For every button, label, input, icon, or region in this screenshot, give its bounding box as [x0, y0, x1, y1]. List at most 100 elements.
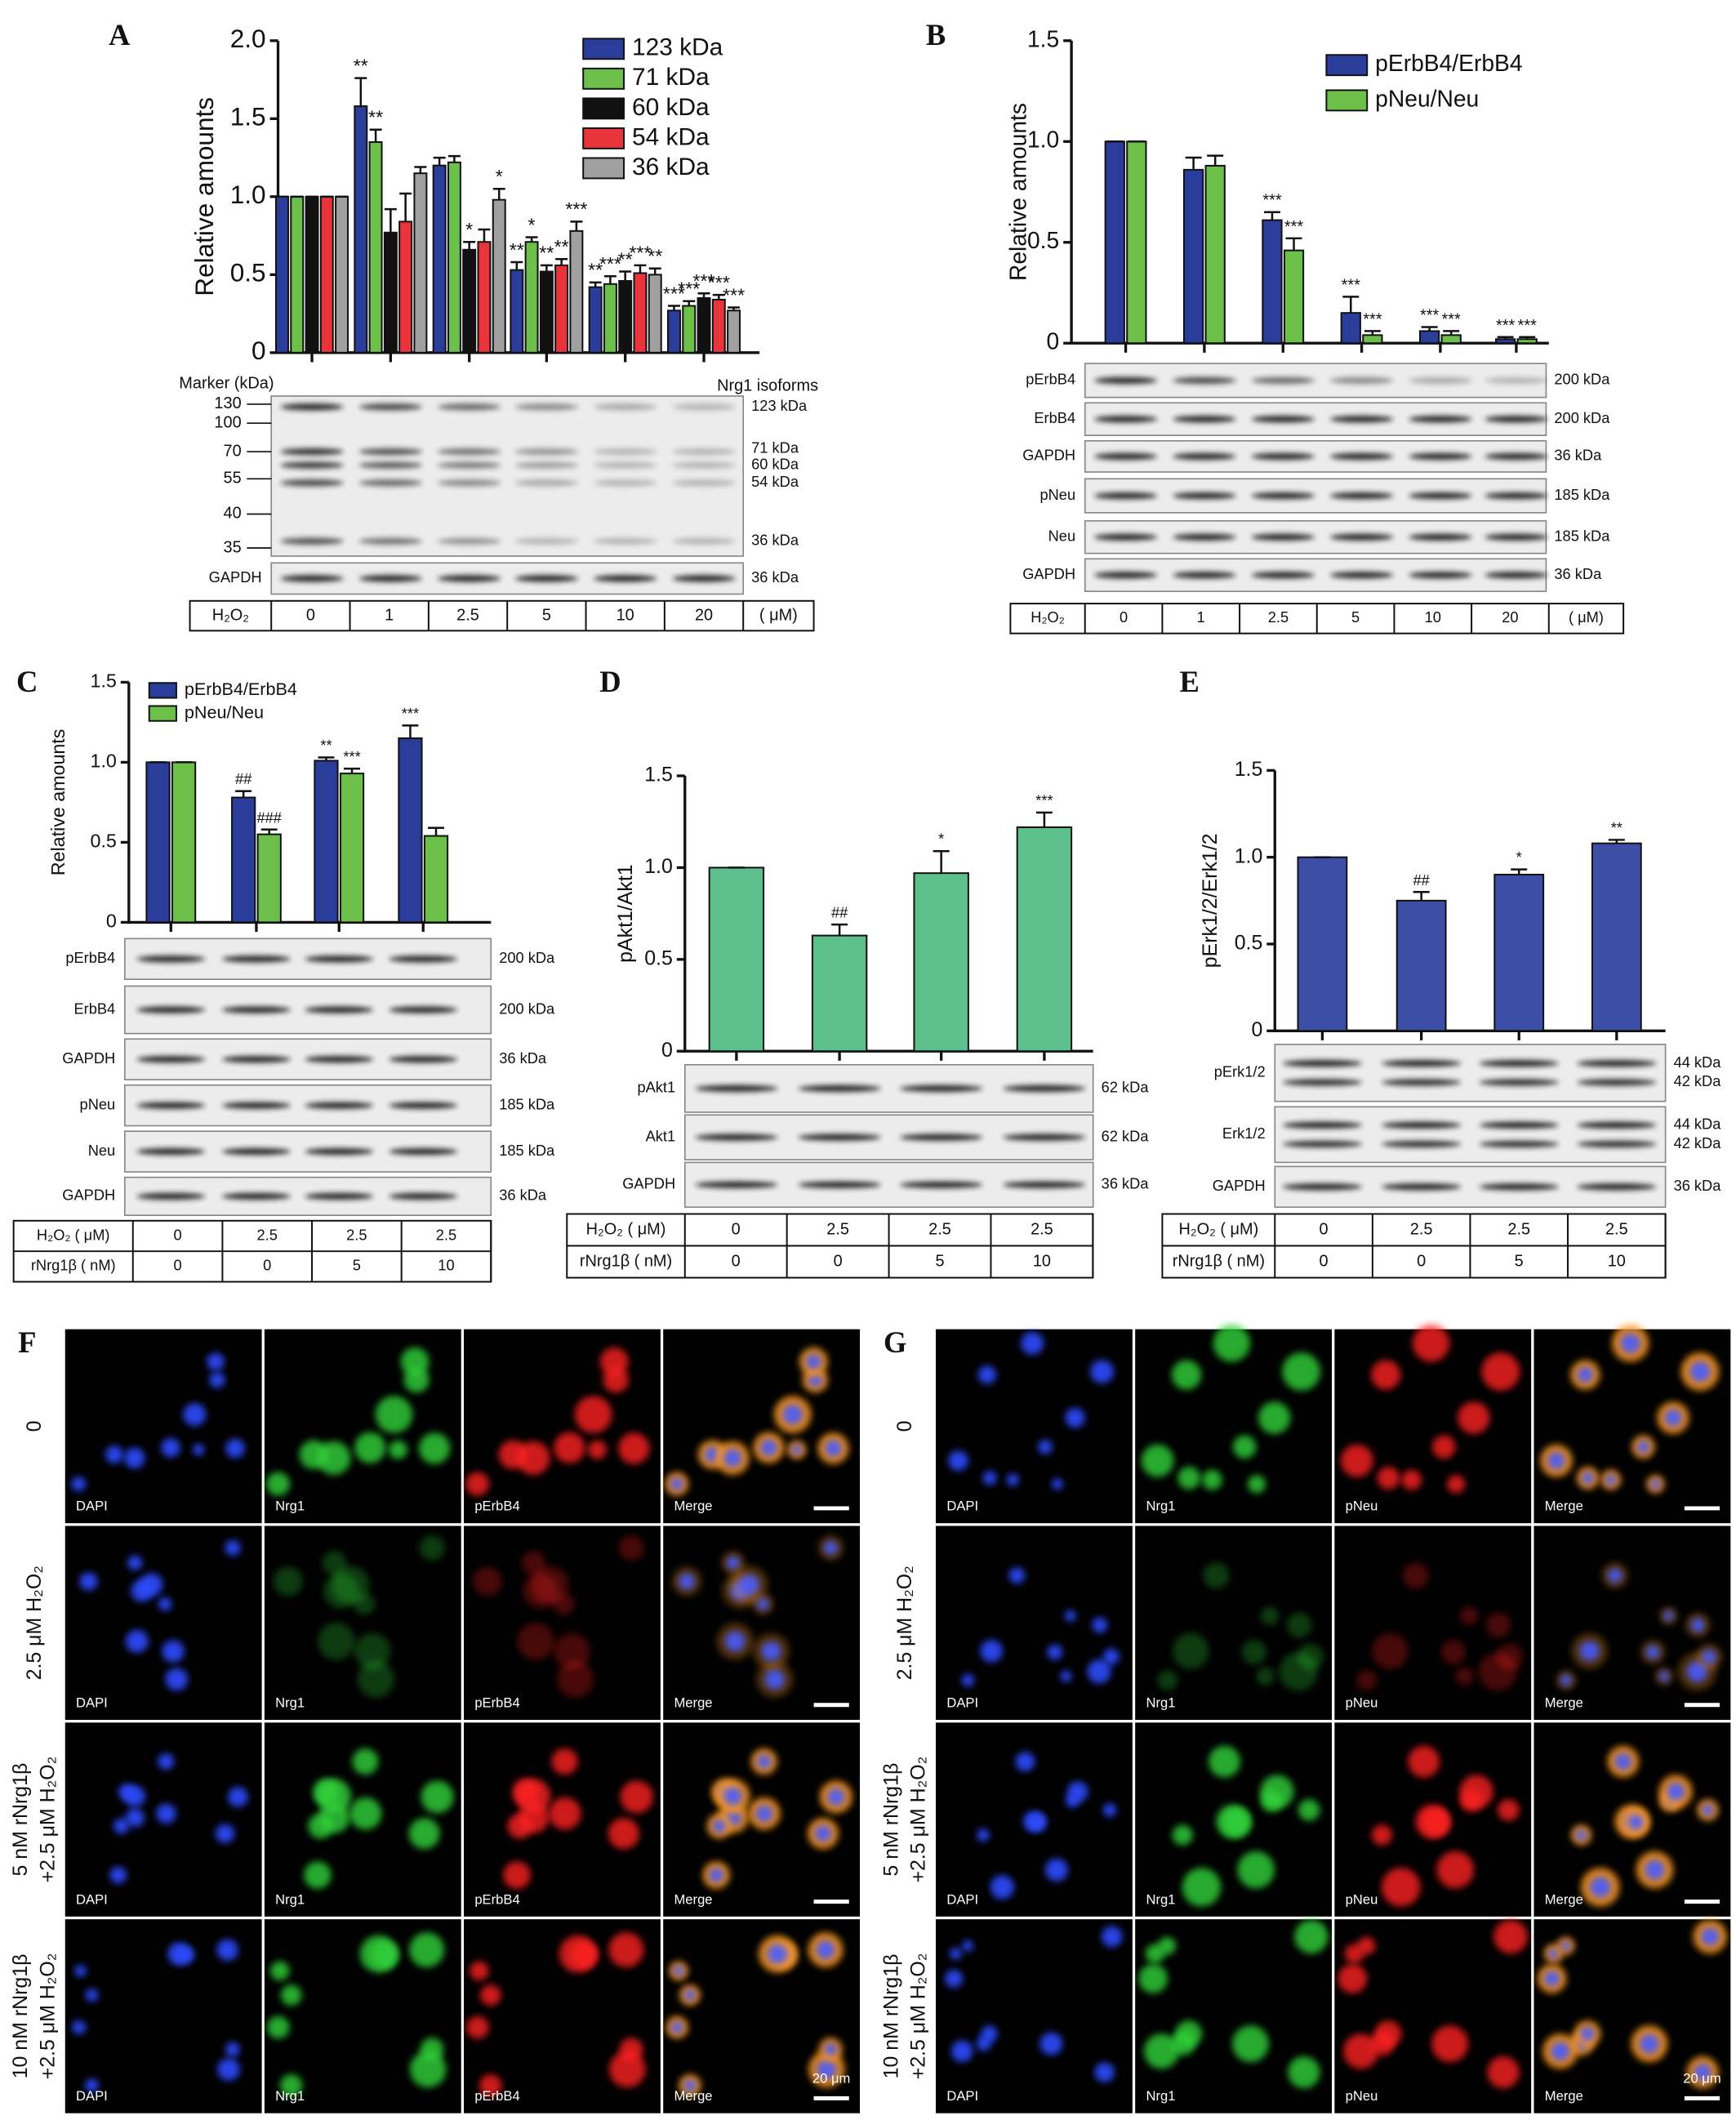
- cell: [161, 1438, 180, 1458]
- cell: [317, 1779, 352, 1814]
- cell: [225, 1438, 245, 1459]
- blot-size: 36 kDa: [1102, 1175, 1150, 1192]
- cell: [531, 1566, 569, 1604]
- error-bar: [492, 188, 505, 200]
- cell: [1412, 1325, 1450, 1362]
- legend-label: 123 kDa: [632, 34, 723, 61]
- cell: [409, 1932, 445, 1968]
- error-bar: [354, 77, 367, 107]
- cell: [349, 1797, 382, 1830]
- cell: [1493, 1919, 1528, 1954]
- blot-label: GAPDH: [1022, 447, 1075, 464]
- blot-band: [136, 1192, 206, 1200]
- legend-swatch: [148, 682, 177, 699]
- cell: [124, 1785, 145, 1807]
- blot: [1274, 1044, 1667, 1102]
- blot-band: [358, 461, 422, 470]
- blot-label: ErbB4: [1034, 409, 1075, 426]
- bar: [413, 172, 428, 354]
- cell: [409, 2051, 447, 2088]
- cell: [480, 1984, 501, 2006]
- significance-label: **: [320, 737, 332, 754]
- row-label: 2.5 μM H₂O₂: [893, 1566, 916, 1680]
- cell: [1579, 1641, 1600, 1661]
- blot-band: [514, 575, 578, 582]
- bar: [314, 759, 339, 924]
- blot-band: [438, 479, 501, 487]
- cell: [1372, 1632, 1409, 1669]
- cell: [1008, 1567, 1026, 1584]
- significance-label: ***: [343, 748, 360, 765]
- cell: [114, 1818, 129, 1834]
- cell: [588, 1440, 608, 1459]
- blot-size: 62 kDa: [1102, 1127, 1150, 1144]
- cell: [472, 1566, 502, 1597]
- blot-band: [1577, 1121, 1657, 1129]
- significance-label: ***: [565, 198, 587, 220]
- micrograph: [264, 1329, 461, 1524]
- cell: [1213, 1325, 1251, 1362]
- blot-band: [672, 537, 736, 546]
- cell: [1628, 1815, 1644, 1830]
- cell: [1701, 1927, 1720, 1946]
- blot-size: 36 kDa: [751, 568, 799, 586]
- table-cell: 10: [1608, 1252, 1626, 1270]
- blot-size: 36 kDa: [1554, 447, 1602, 464]
- channel-label: DAPI: [946, 1891, 978, 1907]
- blot-band: [1382, 1059, 1462, 1067]
- legend-label: 71 kDa: [632, 64, 710, 91]
- significance-label: ***: [692, 270, 714, 292]
- blot-band: [1479, 1059, 1559, 1067]
- significance-label: ##: [831, 904, 848, 921]
- cell: [1039, 2032, 1063, 2055]
- cell: [684, 1989, 696, 2002]
- bar: [432, 164, 447, 354]
- cell: [723, 1787, 742, 1806]
- blot-band: [672, 479, 736, 487]
- cell: [74, 1965, 87, 1977]
- micrograph: [936, 1329, 1133, 1524]
- blot-band: [1485, 571, 1548, 579]
- error-bar: [525, 236, 538, 243]
- cell: [1256, 1667, 1275, 1686]
- blot-band: [594, 537, 657, 546]
- cell: [1047, 1644, 1063, 1660]
- legend-swatch: [148, 705, 177, 722]
- cell: [1021, 1331, 1044, 1355]
- channel-label: Nrg1: [275, 1499, 305, 1514]
- blot-band: [358, 448, 422, 456]
- blot-label: Neu: [1048, 528, 1075, 545]
- bar: [1362, 334, 1383, 345]
- channel-label: pErbB4: [474, 1499, 519, 1514]
- blot-band: [280, 403, 344, 411]
- significance-label: ***: [723, 284, 745, 305]
- cell: [267, 2015, 290, 2039]
- cell: [357, 1660, 394, 1698]
- bar: [539, 270, 554, 354]
- cell: [354, 1632, 391, 1670]
- cell: [1143, 2033, 1179, 2069]
- bar: [811, 934, 868, 1053]
- bar: [510, 269, 524, 354]
- table-cell: 0: [834, 1252, 843, 1270]
- blot-band: [672, 448, 736, 456]
- blot-band: [1251, 533, 1315, 541]
- panel-label: F: [18, 1325, 36, 1359]
- cell: [981, 2025, 998, 2042]
- blot-band: [358, 479, 422, 487]
- cell: [1560, 1940, 1571, 1951]
- cell: [1260, 1775, 1294, 1809]
- cell: [1645, 1645, 1660, 1659]
- bar: [145, 761, 171, 924]
- blot-size: 54 kDa: [751, 473, 799, 490]
- cell: [1371, 1824, 1392, 1846]
- significance-label: ##: [1413, 871, 1430, 889]
- table-cell: 0: [306, 606, 315, 624]
- error-bar: [402, 724, 419, 739]
- cell: [1431, 2025, 1469, 2063]
- channel-label: DAPI: [946, 1499, 978, 1514]
- table-cell: 2.5: [346, 1226, 367, 1243]
- significance-label: *: [496, 166, 503, 187]
- cell: [619, 2038, 643, 2062]
